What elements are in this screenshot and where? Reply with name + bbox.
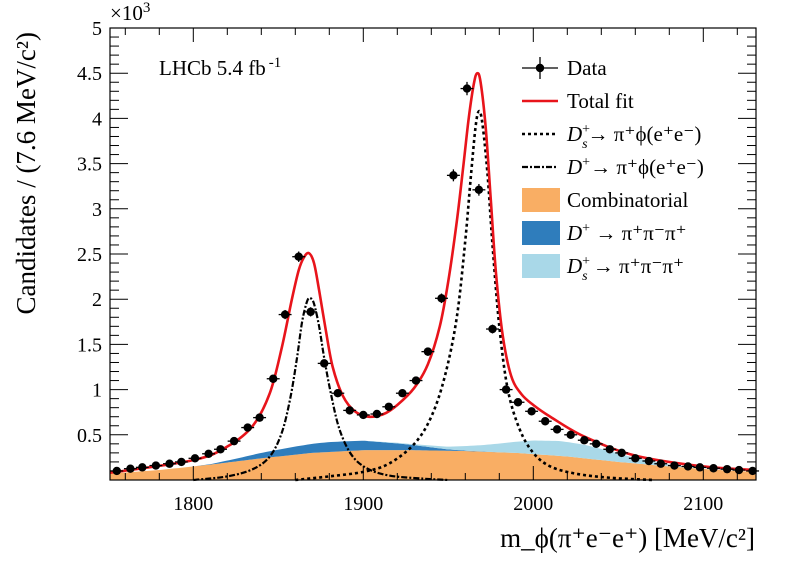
legend-entry-ds_3pi: D+ s → π⁺π⁻π⁺: [522, 254, 684, 284]
data-point: [681, 462, 695, 471]
data-point: [163, 459, 176, 468]
data-point: [266, 374, 280, 383]
data-point: [525, 407, 539, 416]
x-tick-label: 2000: [513, 493, 553, 515]
svg-text:D+ → π⁺π⁻π⁺: D+ → π⁺π⁻π⁺: [566, 221, 687, 245]
curve-ds_signal: [295, 109, 653, 482]
data-point: [241, 423, 255, 432]
data-point: [511, 398, 525, 407]
data-point: [628, 454, 642, 463]
data-point: [370, 409, 384, 419]
lhcb-annotation: LHCb 5.4 fb -1: [159, 55, 281, 80]
x-axis-title: m_ϕ(π⁺e⁻e⁺) [MeV/c²]: [500, 523, 755, 553]
data-point: [278, 309, 292, 320]
legend-entry-dplus_3pi: D+ → π⁺π⁻π⁺: [522, 221, 687, 245]
data-point: [421, 347, 435, 356]
y-axis-title: Candidates / (7.6 MeV/c²): [11, 32, 41, 315]
data-point: [499, 385, 513, 394]
data-point: [395, 389, 409, 398]
y-tick-label: 2: [92, 289, 102, 311]
curve-dplus_signal: [193, 296, 449, 482]
svg-text:Total fit: Total fit: [567, 89, 634, 113]
area-combinatorial: [110, 450, 756, 480]
y-tick-label: 2.5: [77, 244, 102, 266]
x-tick-label: 1800: [173, 493, 213, 515]
data-point: [615, 448, 629, 458]
svg-text:D+s→ π⁺ϕ(e⁺e⁻): D+ s→ π⁺ϕ(e⁺e⁻): [566, 122, 701, 152]
data-point: [331, 389, 345, 398]
fit-curves: [109, 71, 757, 482]
y-tick-label: 3.5: [77, 154, 102, 176]
data-point: [642, 456, 656, 466]
svg-text:D+s → π⁺π⁻π⁺: D+ s → π⁺π⁻π⁺: [566, 254, 684, 284]
data-points: [110, 81, 760, 476]
data-point: [538, 417, 552, 426]
data-point: [343, 406, 357, 415]
legend-entry-data: Data: [522, 56, 607, 80]
data-point: [214, 445, 227, 454]
data-point: [550, 425, 564, 434]
legend-entry-total_fit: Total fit: [522, 89, 634, 113]
data-point: [667, 461, 681, 470]
svg-text:Data: Data: [567, 56, 607, 80]
data-point: [720, 464, 734, 474]
x-tick-label: 1900: [343, 493, 383, 515]
data-point: [317, 359, 331, 368]
y-tick-label: 0.5: [77, 425, 102, 447]
y-tick-label: 5: [92, 18, 102, 40]
svg-text:Combinatorial: Combinatorial: [567, 188, 688, 212]
stacked-areas: [110, 440, 756, 480]
data-point: [603, 445, 617, 454]
legend: Data Total fit D+ s→ π⁺ϕ(e⁺e⁻) D+→ π⁺ϕ(e⁺e⁻)…: [522, 56, 704, 284]
y-tick-label: 4.5: [77, 63, 102, 85]
data-point: [486, 324, 499, 334]
data-point: [304, 307, 318, 317]
data-point: [472, 183, 486, 196]
data-point: [693, 463, 707, 472]
data-point: [589, 439, 603, 449]
data-point: [149, 461, 163, 470]
data-point: [654, 459, 668, 468]
y-tick-label: 1.5: [77, 334, 102, 356]
svg-text:D+→ π⁺ϕ(e⁺e⁻): D+→ π⁺ϕ(e⁺e⁻): [566, 155, 704, 179]
legend-entry-ds_signal: D+ s→ π⁺ϕ(e⁺e⁻): [522, 122, 701, 152]
y-multiplier: ×103: [110, 0, 150, 25]
data-point: [292, 251, 306, 262]
x-tick-label: 2100: [683, 493, 723, 515]
area-ds_3pi: [110, 440, 756, 474]
data-point: [564, 430, 578, 439]
legend-entry-combinatorial: Combinatorial: [522, 188, 688, 212]
curve-total_fit: [109, 71, 757, 475]
data-point: [227, 436, 241, 446]
data-point: [356, 410, 370, 420]
data-point: [135, 463, 149, 472]
axis-ticks: 1800 1900 2000 2100 0.5 1 1.5 2 2.5 3 3.5 4 4.5 5: [77, 18, 756, 515]
data-point: [577, 436, 591, 445]
data-point: [446, 169, 460, 182]
data-point: [460, 81, 474, 96]
data-point: [174, 457, 188, 467]
y-tick-label: 3: [92, 199, 102, 221]
data-point: [435, 293, 448, 304]
legend-entry-dplus_signal: D+→ π⁺ϕ(e⁺e⁻): [522, 155, 704, 179]
data-point: [409, 376, 423, 385]
data-point: [382, 402, 396, 411]
data-point: [253, 413, 267, 422]
data-point: [123, 464, 137, 473]
data-point: [202, 449, 216, 458]
data-point: [707, 464, 720, 473]
data-point: [732, 465, 746, 475]
y-tick-label: 4: [92, 108, 102, 130]
y-tick-label: 1: [92, 380, 102, 402]
data-point: [188, 454, 202, 463]
